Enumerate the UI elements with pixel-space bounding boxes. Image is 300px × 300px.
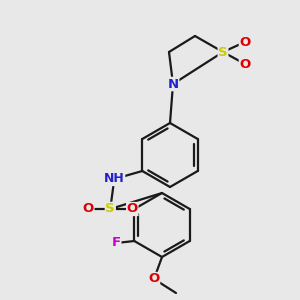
Text: S: S bbox=[106, 202, 115, 215]
Text: O: O bbox=[239, 35, 250, 49]
Text: O: O bbox=[83, 202, 94, 215]
Text: N: N bbox=[167, 77, 178, 91]
Text: S: S bbox=[106, 202, 115, 215]
Text: F: F bbox=[112, 236, 121, 250]
Text: O: O bbox=[239, 58, 250, 70]
Text: O: O bbox=[127, 202, 138, 215]
Text: O: O bbox=[148, 272, 160, 286]
Text: S: S bbox=[218, 46, 228, 59]
Text: N: N bbox=[167, 77, 178, 91]
Text: NH: NH bbox=[104, 172, 125, 185]
